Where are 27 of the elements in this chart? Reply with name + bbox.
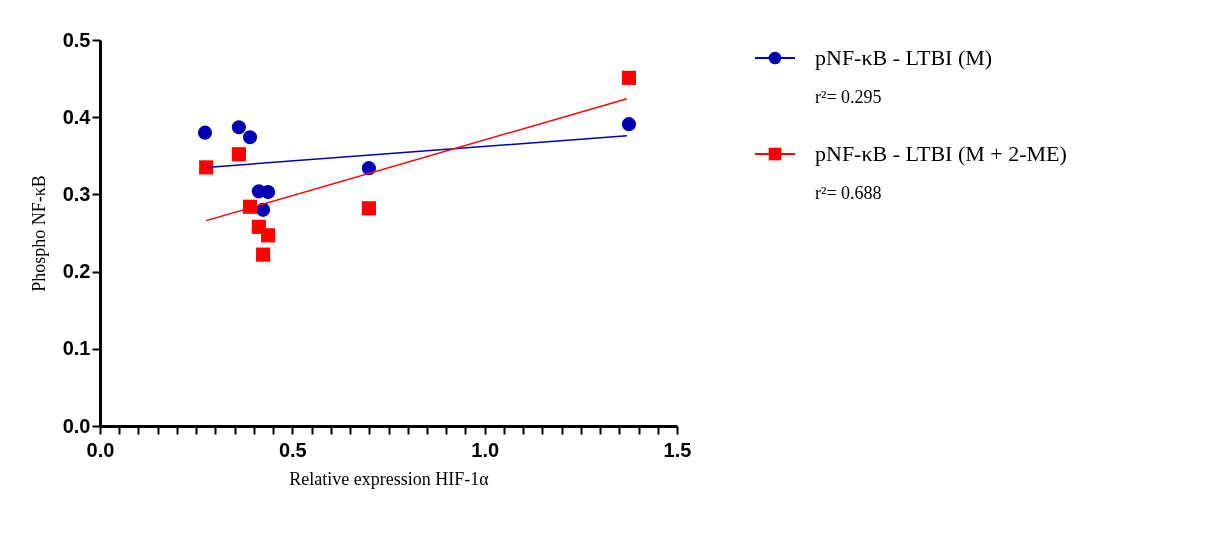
x-tick-label: 0.5 [278,438,307,461]
y-tick-label: 0.5 [62,28,91,51]
y-tick-label: 0.0 [62,414,91,437]
y-tick-label: 0.2 [62,260,91,283]
point [197,125,213,140]
point [199,160,214,175]
y-axis-title: Phospho NF-κB [28,175,49,292]
point [261,228,276,243]
x-tick-label: 1.0 [471,438,500,461]
point [621,70,636,85]
point [256,247,271,262]
x-tick-label: 0.0 [86,438,115,461]
point [231,147,246,162]
text: r²= 0.295 [815,87,882,107]
x-axis-title: Relative expression HIF-1α [289,468,490,489]
point [261,185,276,200]
x-tick-label: 1.5 [663,438,692,461]
y-tick-label: 0.3 [62,182,91,205]
legend-label: pNF-κB - LTBI (M + 2-ME) [815,141,1067,166]
y-tick-label: 0.1 [62,337,91,360]
point [242,130,258,145]
text: r²= 0.688 [815,183,882,203]
legend-label: pNF-κB - LTBI (M) [815,45,993,70]
point [361,201,376,216]
y-tick-label: 0.4 [62,105,92,128]
point [231,120,246,135]
point [621,117,636,132]
